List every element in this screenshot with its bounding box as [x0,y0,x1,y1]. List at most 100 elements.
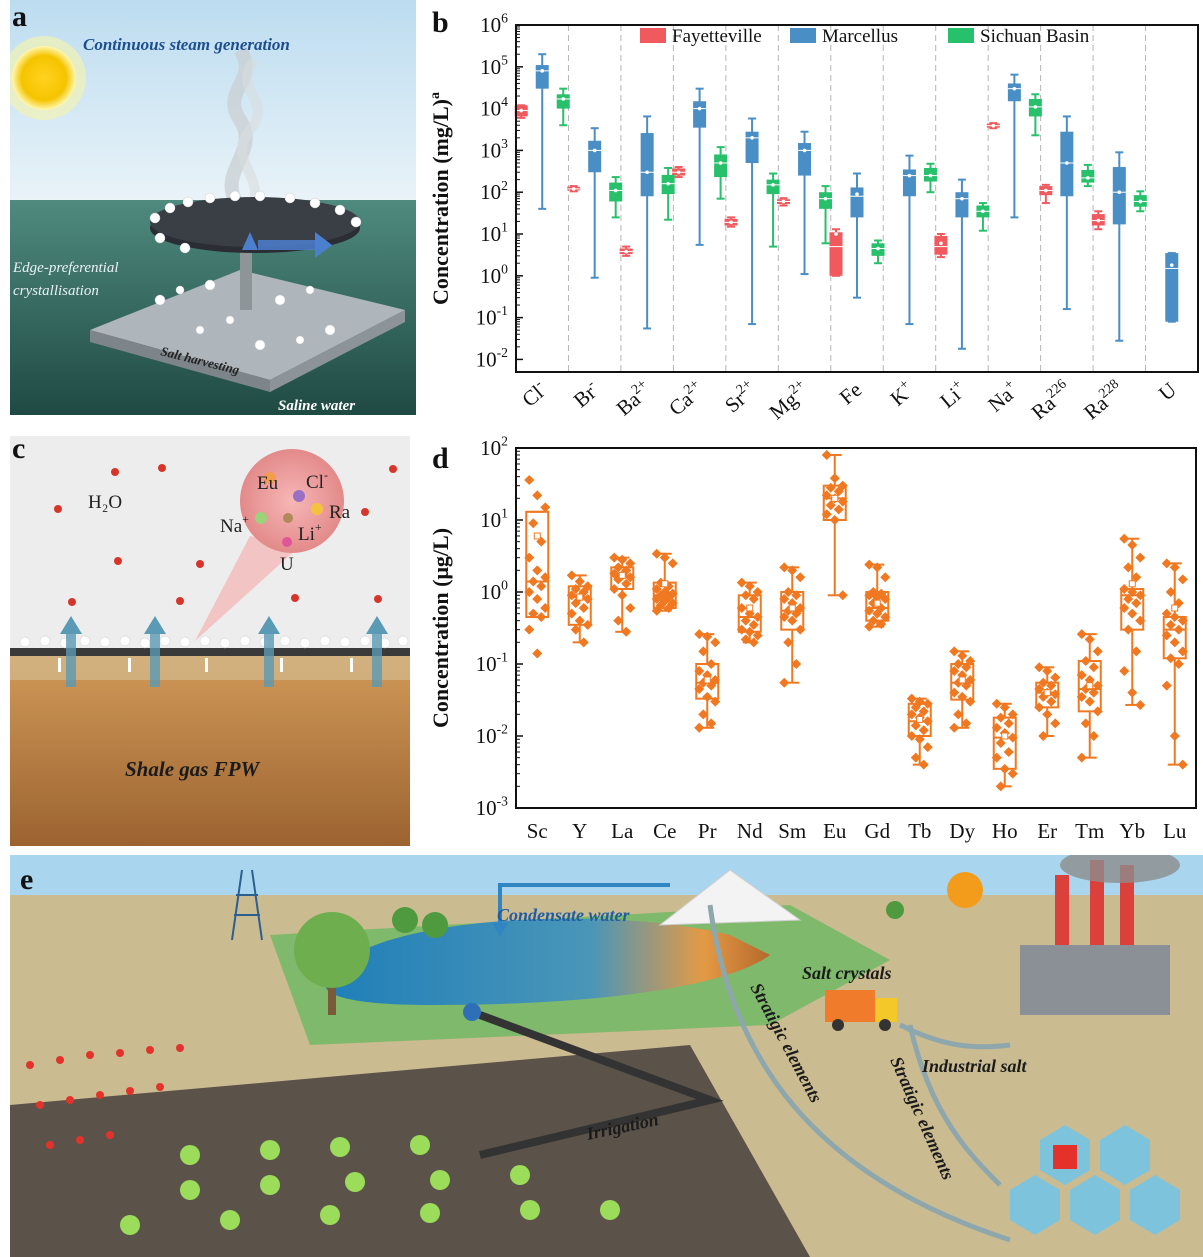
plot-frame [515,24,1199,373]
mean-marker [729,220,733,225]
box [955,192,969,218]
data-point [578,602,589,613]
y-tick-label: 104 [480,94,508,120]
data-point [1080,683,1091,694]
data-point [540,602,551,613]
box [829,232,843,276]
data-point [825,500,836,511]
panel-e: Condensate water Salt crystals Irrigatio… [10,855,1203,1257]
data-point [1050,689,1061,700]
y-tick-label: 100 [480,578,508,604]
data-point [833,504,844,515]
x-tick-label: Eu [823,819,847,843]
data-point [910,702,921,713]
mean-marker [666,181,670,186]
data-point [1135,552,1146,563]
x-tick-label: Sr2+ [719,377,761,418]
x-tick-label: Er [1037,819,1057,843]
x-tick-label: Lu [1163,819,1187,843]
pump-icon [463,1003,481,1021]
data-point [961,718,972,729]
panel-label-c: c [12,436,26,465]
h2o-label: H₂O [88,492,122,513]
data-point [609,584,620,595]
right-arrow-icon [315,232,332,258]
up-arrow-icon [242,232,258,250]
condensate-label: Condensate water [497,905,631,925]
box [766,179,780,195]
data-point [918,759,929,770]
data-point [736,577,747,588]
x-tick-label: Ho [992,819,1018,843]
data-point [1135,699,1146,710]
mean-marker [519,108,524,113]
data-point [655,590,666,601]
mean-marker [1169,263,1174,267]
x-tick-label: Sm [778,819,806,843]
data-point [667,558,678,569]
membrane [10,648,410,656]
box [556,94,570,109]
data-point [1131,598,1142,609]
y-tick-label: 10-3 [476,794,509,820]
u-label: U [280,554,294,575]
salt-crystals [149,190,362,351]
data-point [872,608,883,619]
data-point [1038,691,1049,702]
mean-marker [981,209,985,214]
x-tick-label: Sc [527,819,548,843]
data-point [748,593,759,604]
li-label: Li+ [298,520,322,545]
mean-marker [831,494,839,502]
data-point [710,637,721,648]
data-point [1080,718,1091,729]
data-point [625,558,636,569]
mean-marker [1065,161,1069,165]
mean-marker [1096,218,1101,223]
data-point [694,665,705,676]
mean-marker [1117,190,1122,195]
data-point [752,630,763,641]
mean-marker [781,199,786,204]
data-point [740,590,751,601]
data-point [918,725,929,736]
data-point [621,626,632,637]
mean-marker [960,196,964,201]
x-tick-label: Ra228 [1078,377,1128,425]
mean-marker [1171,604,1179,612]
data-point [694,683,705,694]
vapor-arrows [60,616,388,687]
data-point [864,605,875,616]
data-point [1177,759,1188,770]
data-point [524,587,535,597]
data-point [613,562,624,573]
data-point [829,515,840,525]
mean-marker [624,249,628,254]
data-point [667,598,678,609]
box [819,192,833,209]
u-ion [282,537,292,547]
data-point [1127,608,1138,619]
data-point [953,659,964,669]
fpw-region [10,654,410,846]
x-tick-label: Tm [1075,819,1104,843]
data-point [1088,662,1099,673]
x-tick-label: Na+ [983,377,1024,417]
x-tick-label: Dy [949,819,975,843]
mean-marker [916,715,924,723]
data-point [617,590,628,601]
mean-marker [958,676,966,684]
mean-marker [592,148,597,153]
li-ion [283,513,293,523]
data-point [748,637,759,648]
data-point [1169,611,1180,622]
data-point [744,626,755,637]
data-point [1161,608,1172,619]
data-point [651,593,662,604]
data-point [1076,670,1087,681]
data-point [1084,696,1095,707]
elements-arrow-2 [907,1024,1002,1187]
x-tick-label: K+ [885,377,919,411]
pipe-irrigation [478,1011,724,1159]
data-point [1131,572,1142,583]
